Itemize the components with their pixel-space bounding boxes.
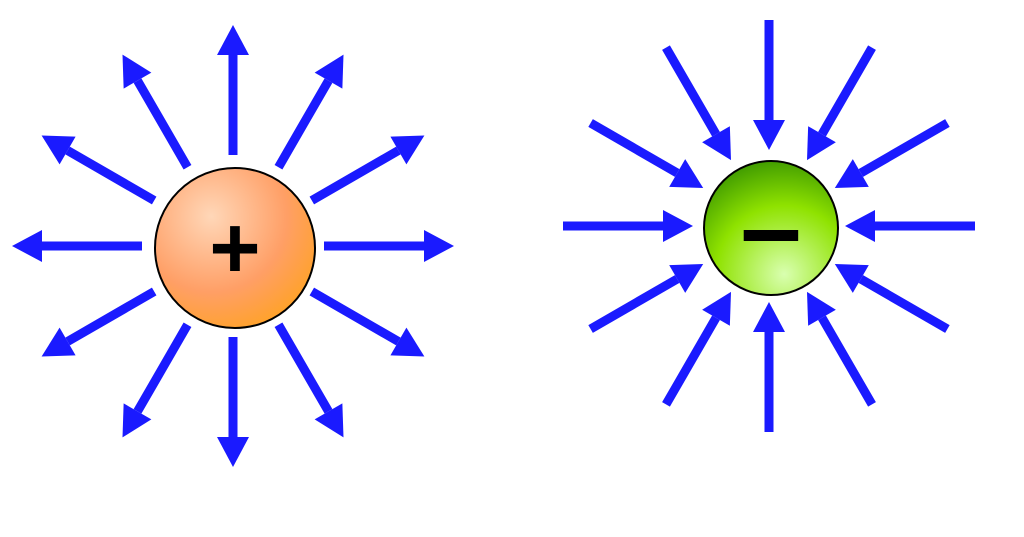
field-arrow-head: [807, 126, 836, 160]
field-arrow-shaft: [138, 325, 188, 412]
field-arrow-head: [807, 292, 836, 326]
field-arrow-head: [424, 230, 454, 262]
field-arrow-head: [42, 328, 76, 357]
field-arrow-shaft: [822, 48, 872, 135]
field-arrow-shaft: [68, 292, 155, 342]
field-arrow-head: [42, 136, 76, 165]
field-arrow-head: [669, 159, 703, 188]
field-arrow-shaft: [861, 123, 948, 173]
field-arrow-shaft: [591, 123, 678, 173]
positive-charge: +: [154, 167, 316, 329]
field-arrow-shaft: [861, 279, 948, 329]
field-arrows-svg: [0, 0, 1024, 537]
field-arrow-shaft: [666, 48, 716, 135]
field-arrow-head: [753, 120, 785, 150]
plus-icon: +: [209, 204, 260, 292]
field-arrow-head: [390, 328, 424, 357]
field-arrow-head: [702, 292, 731, 326]
field-arrow-shaft: [591, 279, 678, 329]
minus-icon: –: [740, 173, 801, 283]
field-arrow-shaft: [312, 292, 399, 342]
field-arrow-shaft: [279, 81, 329, 168]
field-arrow-head: [845, 210, 875, 242]
field-diagram: + –: [0, 0, 1024, 537]
field-arrow-head: [217, 437, 249, 467]
field-arrow-head: [390, 136, 424, 165]
field-arrow-head: [835, 159, 869, 188]
field-arrow-head: [663, 210, 693, 242]
negative-charge: –: [703, 160, 839, 296]
field-arrow-head: [835, 264, 869, 293]
field-arrow-head: [315, 55, 344, 89]
field-arrow-head: [217, 25, 249, 55]
field-arrow-shaft: [279, 325, 329, 412]
field-arrow-head: [123, 55, 152, 89]
field-arrow-shaft: [138, 81, 188, 168]
field-arrow-head: [669, 264, 703, 293]
field-arrow-shaft: [822, 318, 872, 405]
field-arrow-shaft: [312, 151, 399, 201]
field-arrow-shaft: [666, 318, 716, 405]
field-arrow-head: [12, 230, 42, 262]
field-arrow-head: [702, 126, 731, 160]
field-arrow-shaft: [68, 151, 155, 201]
field-arrow-head: [315, 403, 344, 437]
field-arrow-head: [123, 403, 152, 437]
field-arrow-head: [753, 302, 785, 332]
